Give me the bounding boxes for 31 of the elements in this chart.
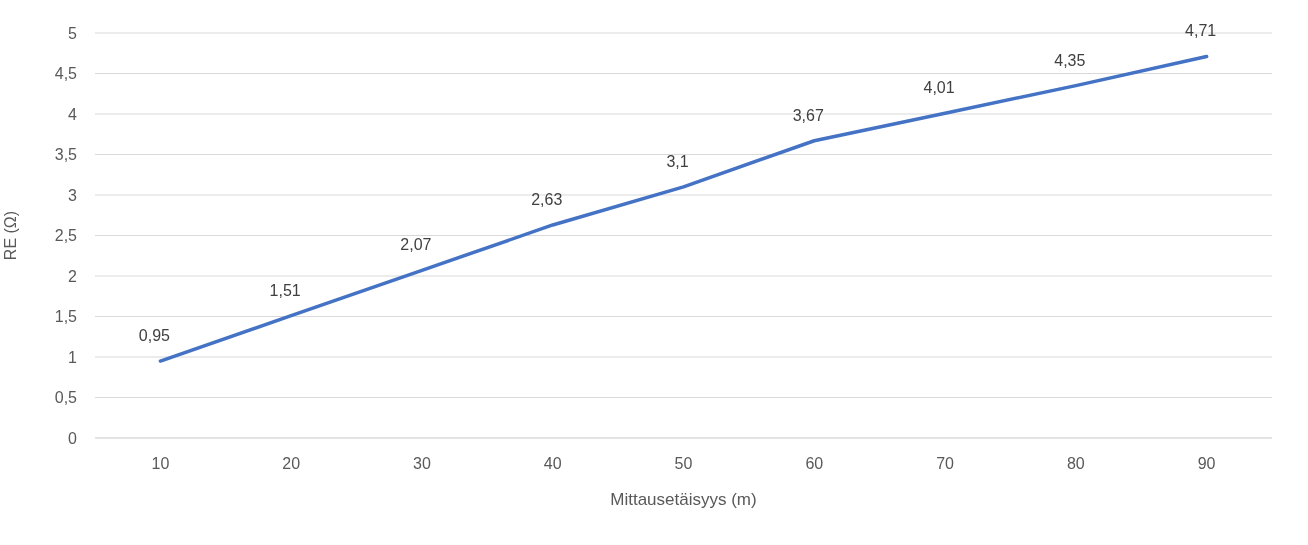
y-tick-label: 0 — [68, 429, 78, 447]
y-tick-label: 2 — [68, 267, 78, 285]
data-label: 2,63 — [531, 190, 563, 208]
y-tick-label: 2,5 — [54, 227, 78, 245]
y-tick-label: 4,5 — [54, 65, 78, 83]
x-tick-label: 60 — [805, 455, 824, 473]
x-tick-label: 40 — [543, 455, 562, 473]
y-tick-label: 5 — [68, 24, 78, 42]
data-label: 4,35 — [1054, 51, 1086, 69]
data-label: 3,1 — [666, 152, 689, 170]
data-label: 4,71 — [1185, 22, 1217, 40]
x-tick-label: 20 — [282, 455, 301, 473]
y-tick-label: 1 — [68, 348, 78, 366]
x-tick-label: 10 — [151, 455, 170, 473]
x-tick-label: 30 — [413, 455, 431, 473]
x-tick-label: 80 — [1066, 455, 1085, 473]
y-tick-label: 4 — [68, 105, 78, 123]
x-tick-label: 70 — [936, 455, 955, 473]
data-label: 1,51 — [269, 281, 301, 299]
x-axis-title: Mittausetäisyys (m) — [610, 490, 757, 510]
y-tick-label: 3,5 — [54, 146, 78, 164]
x-tick-label: 50 — [674, 455, 693, 473]
y-tick-label: 0,5 — [54, 389, 78, 407]
data-label: 2,07 — [400, 236, 432, 254]
y-tick-label: 3 — [68, 186, 78, 204]
y-axis-title: RE (Ω) — [1, 210, 19, 261]
y-tick-label: 1,5 — [54, 308, 78, 326]
data-label: 4,01 — [923, 79, 955, 97]
x-tick-label: 90 — [1197, 455, 1216, 473]
data-label: 3,67 — [792, 106, 824, 124]
data-label: 0,95 — [138, 327, 171, 345]
